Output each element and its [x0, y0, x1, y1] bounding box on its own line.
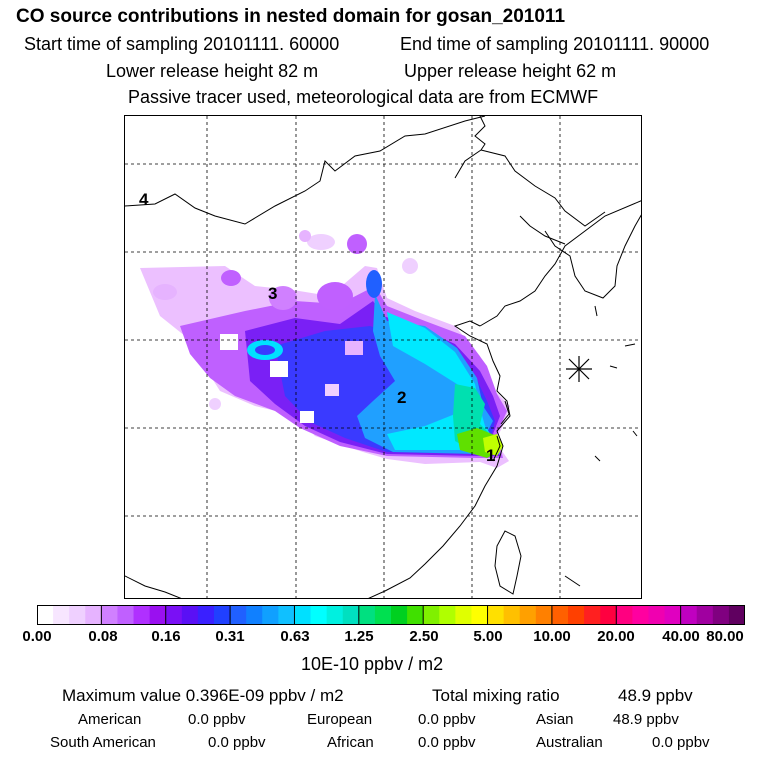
end-time-label: End time of sampling 20101111. 90000	[400, 34, 710, 54]
colorbar-swatch	[358, 605, 376, 625]
asian-value: 48.9 ppbv	[613, 711, 679, 728]
colorbar-swatch	[728, 605, 745, 625]
lower-release-label: Lower release height 82 m	[106, 61, 319, 81]
colorbar-swatch	[551, 605, 569, 625]
colorbar-swatch	[278, 605, 295, 625]
african-value: 0.0 ppbv	[418, 734, 476, 751]
colorbar-swatch	[632, 605, 649, 625]
colorbar-tick: 1.25	[344, 628, 374, 645]
colorbar-swatch	[664, 605, 682, 625]
colorbar-tick: 0.00	[22, 628, 52, 645]
colorbar-swatch	[117, 605, 135, 625]
european-value: 0.0 ppbv	[418, 711, 476, 728]
colorbar-tick: 5.00	[473, 628, 503, 645]
colorbar-tick: 20.00	[597, 628, 635, 645]
colorbar-unit: 10E-10 ppbv / m2	[301, 654, 444, 674]
australian-value: 0.0 ppbv	[652, 734, 710, 751]
colorbar-swatch	[696, 605, 714, 625]
colorbar-swatch	[230, 605, 247, 625]
colorbar-swatch	[342, 605, 360, 625]
colorbar-swatch	[165, 605, 183, 625]
concentration-field	[140, 230, 510, 468]
colorbar-swatch	[374, 605, 392, 625]
colorbar-swatch	[391, 605, 408, 625]
european-label: European	[307, 711, 373, 728]
colorbar-swatch	[85, 605, 102, 625]
colorbar-swatch	[423, 605, 440, 625]
colorbar-tick: 2.50	[409, 628, 439, 645]
colorbar-swatch	[294, 605, 312, 625]
map-title: CO source contributions in nested domain…	[16, 6, 566, 27]
colorbar-swatch	[439, 605, 456, 625]
colorbar-swatch	[407, 605, 424, 625]
colorbar-tick: 0.16	[151, 628, 181, 645]
colorbar-tick: 40.00	[662, 628, 700, 645]
african-label: African	[327, 734, 374, 751]
colorbar-swatch	[262, 605, 279, 625]
colorbar-swatch	[616, 605, 633, 625]
colorbar-tick: 0.63	[280, 628, 310, 645]
colorbar-swatch	[471, 605, 489, 625]
colorbar-swatch	[197, 605, 215, 625]
colorbar-swatch	[37, 605, 54, 625]
colorbar-border	[37, 605, 745, 625]
american-value: 0.0 ppbv	[188, 711, 246, 728]
region-label-3: 3	[268, 284, 278, 303]
region-label-1: 1	[486, 446, 496, 465]
colorbar-swatch	[310, 605, 328, 625]
south-american-value: 0.0 ppbv	[208, 734, 266, 751]
colorbar-tick: 10.00	[533, 628, 571, 645]
upper-release-label: Upper release height 62 m	[404, 61, 617, 81]
asian-label: Asian	[536, 711, 574, 728]
colorbar-swatch	[568, 605, 585, 625]
colorbar-swatch	[181, 605, 199, 625]
colorbar-swatch	[101, 605, 118, 625]
start-time-label: Start time of sampling 20101111. 60000	[24, 34, 340, 54]
colorbar-swatch	[487, 605, 505, 625]
american-label: American	[78, 711, 142, 728]
model-note: Passive tracer used, meteorological data…	[128, 87, 599, 107]
south-american-label: South American	[50, 734, 156, 751]
colorbar-swatch	[600, 605, 617, 625]
max-value-label: Maximum value 0.396E-09 ppbv / m2	[62, 686, 344, 705]
colorbar-swatch	[149, 605, 167, 625]
receptor-marker-icon	[566, 356, 592, 382]
colorbar-swatch	[455, 605, 472, 625]
color-scale-bar	[37, 605, 745, 625]
colorbar-swatch	[69, 605, 86, 625]
coastlines	[125, 116, 641, 598]
lat-lon-grid	[125, 116, 641, 598]
map-panel: 4 3 2 1	[124, 115, 642, 599]
total-mixing-value: 48.9 ppbv	[618, 686, 693, 705]
colorbar-swatch	[648, 605, 666, 625]
colorbar-swatch	[133, 605, 151, 625]
colorbar-swatch	[53, 605, 70, 625]
colorbar-swatch	[535, 605, 553, 625]
colorbar-swatch	[584, 605, 601, 625]
colorbar-tick: 0.08	[88, 628, 118, 645]
colorbar-swatch	[214, 605, 231, 625]
colorbar-tick: 0.31	[215, 628, 245, 645]
colorbar-swatch	[712, 605, 730, 625]
region-label-4: 4	[139, 190, 149, 209]
colorbar-swatch	[246, 605, 263, 625]
colorbar-swatch	[326, 605, 344, 625]
colorbar-swatch	[519, 605, 537, 625]
colorbar-tick: 80.00	[706, 628, 744, 645]
region-label-2: 2	[397, 388, 407, 407]
colorbar-swatch	[503, 605, 521, 625]
colorbar-swatch	[680, 605, 698, 625]
total-mixing-label: Total mixing ratio	[432, 686, 560, 705]
australian-label: Australian	[536, 734, 603, 751]
